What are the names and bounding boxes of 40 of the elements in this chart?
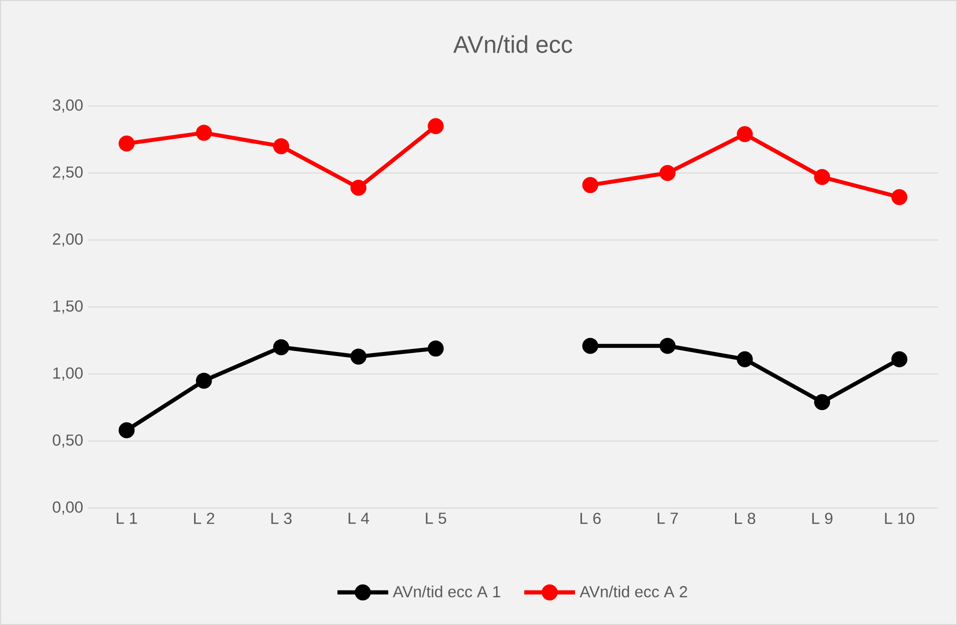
point [660,165,676,181]
y-tick-label: 1,00 [53,367,83,381]
x-tick-label: L 4 [348,512,370,524]
y-tick-label: 1,50 [53,300,83,314]
y-tick-label: 2,50 [52,166,83,180]
point [428,340,444,357]
x-tick-label: L 1 [116,512,137,524]
x-tick-label: L 7 [658,512,678,524]
x-tick-label: L 5 [426,512,446,524]
point [891,189,908,206]
chart-title: AVn/tid ecc [453,35,572,53]
x-tick-label: L 9 [812,512,832,524]
point [660,338,676,354]
point [118,422,135,438]
point [814,394,830,410]
point [582,338,598,354]
point [428,118,444,134]
x-tick-label: L 8 [735,512,756,524]
legend-label: AVn/tid ecc A 1 [392,586,500,598]
legend-label: AVn/tid ecc A 2 [580,586,688,598]
point [350,180,366,196]
x-tick-label: L 2 [194,512,214,524]
x-tick-label: L 10 [885,512,914,524]
y-tick-label: 3,00 [52,99,83,113]
point [736,351,753,368]
point [273,138,290,154]
y-tick-label: 0,00 [52,501,83,515]
point [736,126,753,142]
point [196,124,212,141]
x-tick-label: L 3 [271,512,292,524]
point [118,136,135,152]
x-tick-label: L 6 [580,512,601,524]
point [273,339,290,356]
y-tick-label: 0,50 [52,434,83,448]
point [582,177,598,194]
point [891,351,908,368]
point [350,348,366,365]
point [196,372,212,389]
point [814,169,830,186]
y-tick-label: 2,00 [52,233,83,247]
